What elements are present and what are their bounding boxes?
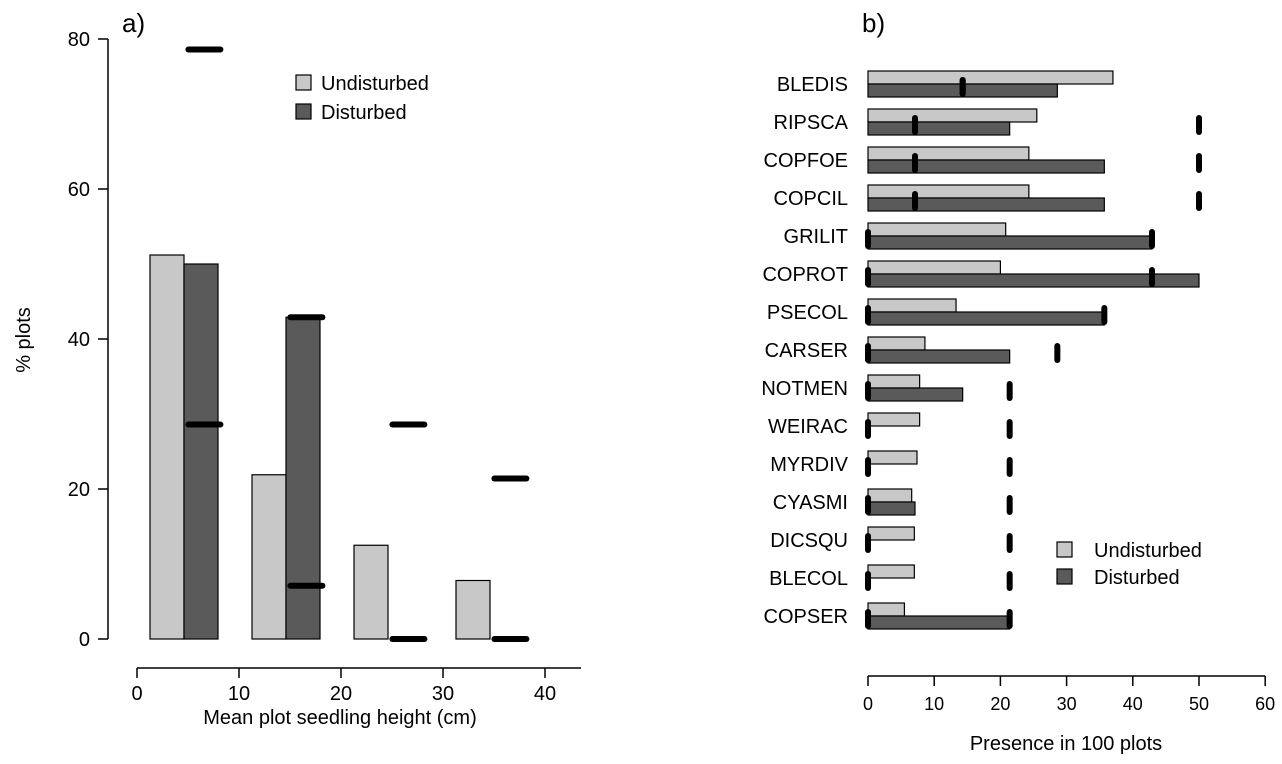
x-tick-label: 60 bbox=[1255, 694, 1275, 714]
bar-undisturbed bbox=[353, 544, 389, 640]
bar-undisturbed bbox=[867, 108, 1038, 123]
x-tick-label: 30 bbox=[432, 683, 454, 705]
bar-undisturbed bbox=[867, 412, 921, 427]
panel-a-legend: Undisturbed Disturbed bbox=[295, 73, 429, 124]
panel-a-xlabel: Mean plot seedling height (cm) bbox=[203, 707, 476, 729]
bar-undisturbed bbox=[867, 488, 913, 503]
bar-undisturbed bbox=[251, 474, 287, 640]
bar-undisturbed bbox=[867, 450, 918, 465]
legend-label-undisturbed: Undisturbed bbox=[321, 73, 429, 95]
category-label: CARSER bbox=[765, 340, 848, 362]
bar-undisturbed bbox=[867, 184, 1030, 199]
panel-b-xlabel: Presence in 100 plots bbox=[970, 733, 1162, 755]
x-tick-label: 0 bbox=[863, 694, 873, 714]
panel-b-label: b) bbox=[862, 8, 885, 38]
bar-disturbed bbox=[867, 197, 1105, 212]
category-label: DICSQU bbox=[770, 530, 848, 552]
bar-undisturbed bbox=[867, 222, 1007, 237]
category-label: BLEDIS bbox=[777, 74, 848, 96]
x-tick-label: 10 bbox=[924, 694, 944, 714]
legend-swatch-disturbed bbox=[295, 103, 312, 120]
panel-b-bars bbox=[867, 70, 1200, 630]
bar-undisturbed bbox=[867, 298, 957, 313]
y-tick-label: 60 bbox=[68, 179, 90, 201]
y-tick-label: 40 bbox=[68, 329, 90, 351]
bar-disturbed bbox=[867, 387, 964, 402]
bar-undisturbed bbox=[867, 564, 915, 579]
bar-undisturbed bbox=[867, 70, 1114, 85]
category-label: NOTMEN bbox=[761, 378, 848, 400]
panel-b: b) 0 10 20 30 40 50 60 BLEDIS RIPSCA COPFOE COPCIL… bbox=[761, 8, 1275, 755]
x-tick-label: 20 bbox=[990, 694, 1010, 714]
legend-label-undisturbed: Undisturbed bbox=[1094, 540, 1202, 562]
x-tick-label: 40 bbox=[534, 683, 556, 705]
panel-a-ylabel: % plots bbox=[13, 307, 35, 373]
panel-a-markers bbox=[185, 46, 530, 642]
category-label: MYRDIV bbox=[770, 454, 848, 476]
bar-disturbed bbox=[867, 159, 1105, 174]
category-label: CYASMI bbox=[773, 492, 848, 514]
x-tick-label: 50 bbox=[1189, 694, 1209, 714]
bar-disturbed bbox=[867, 235, 1153, 250]
y-tick-label: 0 bbox=[79, 629, 90, 651]
category-label: BLECOL bbox=[769, 568, 848, 590]
category-label: COPROT bbox=[762, 264, 848, 286]
category-label: PSECOL bbox=[767, 302, 848, 324]
bar-undisturbed bbox=[867, 602, 906, 617]
category-label: WEIRAC bbox=[768, 416, 848, 438]
legend-label-disturbed: Disturbed bbox=[321, 102, 407, 124]
y-tick-label: 80 bbox=[68, 29, 90, 51]
bar-disturbed bbox=[867, 501, 916, 516]
bar-disturbed bbox=[867, 349, 1011, 364]
panel-b-legend: Undisturbed Disturbed bbox=[1056, 540, 1202, 589]
bar-disturbed bbox=[285, 316, 321, 640]
bar-disturbed bbox=[867, 121, 1011, 136]
x-tick-label: 40 bbox=[1123, 694, 1143, 714]
x-tick-label: 20 bbox=[330, 683, 352, 705]
x-tick-label: 10 bbox=[228, 683, 250, 705]
category-label: COPSER bbox=[764, 606, 848, 628]
legend-swatch-undisturbed bbox=[295, 74, 312, 91]
x-tick-label: 0 bbox=[131, 683, 142, 705]
bar-undisturbed bbox=[867, 526, 915, 541]
bar-undisturbed bbox=[455, 579, 491, 640]
panel-a-label: a) bbox=[122, 8, 145, 38]
panel-b-markers bbox=[865, 77, 1202, 629]
y-tick-label: 20 bbox=[68, 479, 90, 501]
category-label: COPFOE bbox=[764, 150, 848, 172]
bar-undisturbed bbox=[867, 146, 1030, 161]
legend-swatch-disturbed bbox=[1056, 568, 1073, 585]
panel-a-bars bbox=[149, 254, 491, 640]
bar-undisturbed bbox=[867, 336, 926, 351]
legend-label-disturbed: Disturbed bbox=[1094, 567, 1180, 589]
category-label: GRILIT bbox=[784, 226, 848, 248]
bar-disturbed bbox=[867, 615, 1011, 630]
category-label: RIPSCA bbox=[774, 112, 849, 134]
panel-a-axes: 0 20 40 60 80 0 10 20 30 40 bbox=[68, 29, 581, 705]
panel-b-axes: 0 10 20 30 40 50 60 BLEDIS RIPSCA COPFOE COPCIL GRI… bbox=[761, 74, 1275, 714]
legend-swatch-undisturbed bbox=[1056, 541, 1073, 558]
bar-disturbed bbox=[183, 263, 219, 640]
bar-undisturbed bbox=[867, 374, 921, 389]
bar-undisturbed bbox=[149, 254, 185, 640]
bar-disturbed bbox=[867, 311, 1105, 326]
x-tick-label: 30 bbox=[1057, 694, 1077, 714]
bar-undisturbed bbox=[867, 260, 1001, 275]
category-label: COPCIL bbox=[774, 188, 848, 210]
panel-a: a) 0 20 40 60 80 0 10 20 30 40 Undisturbed Disturb… bbox=[13, 8, 581, 729]
